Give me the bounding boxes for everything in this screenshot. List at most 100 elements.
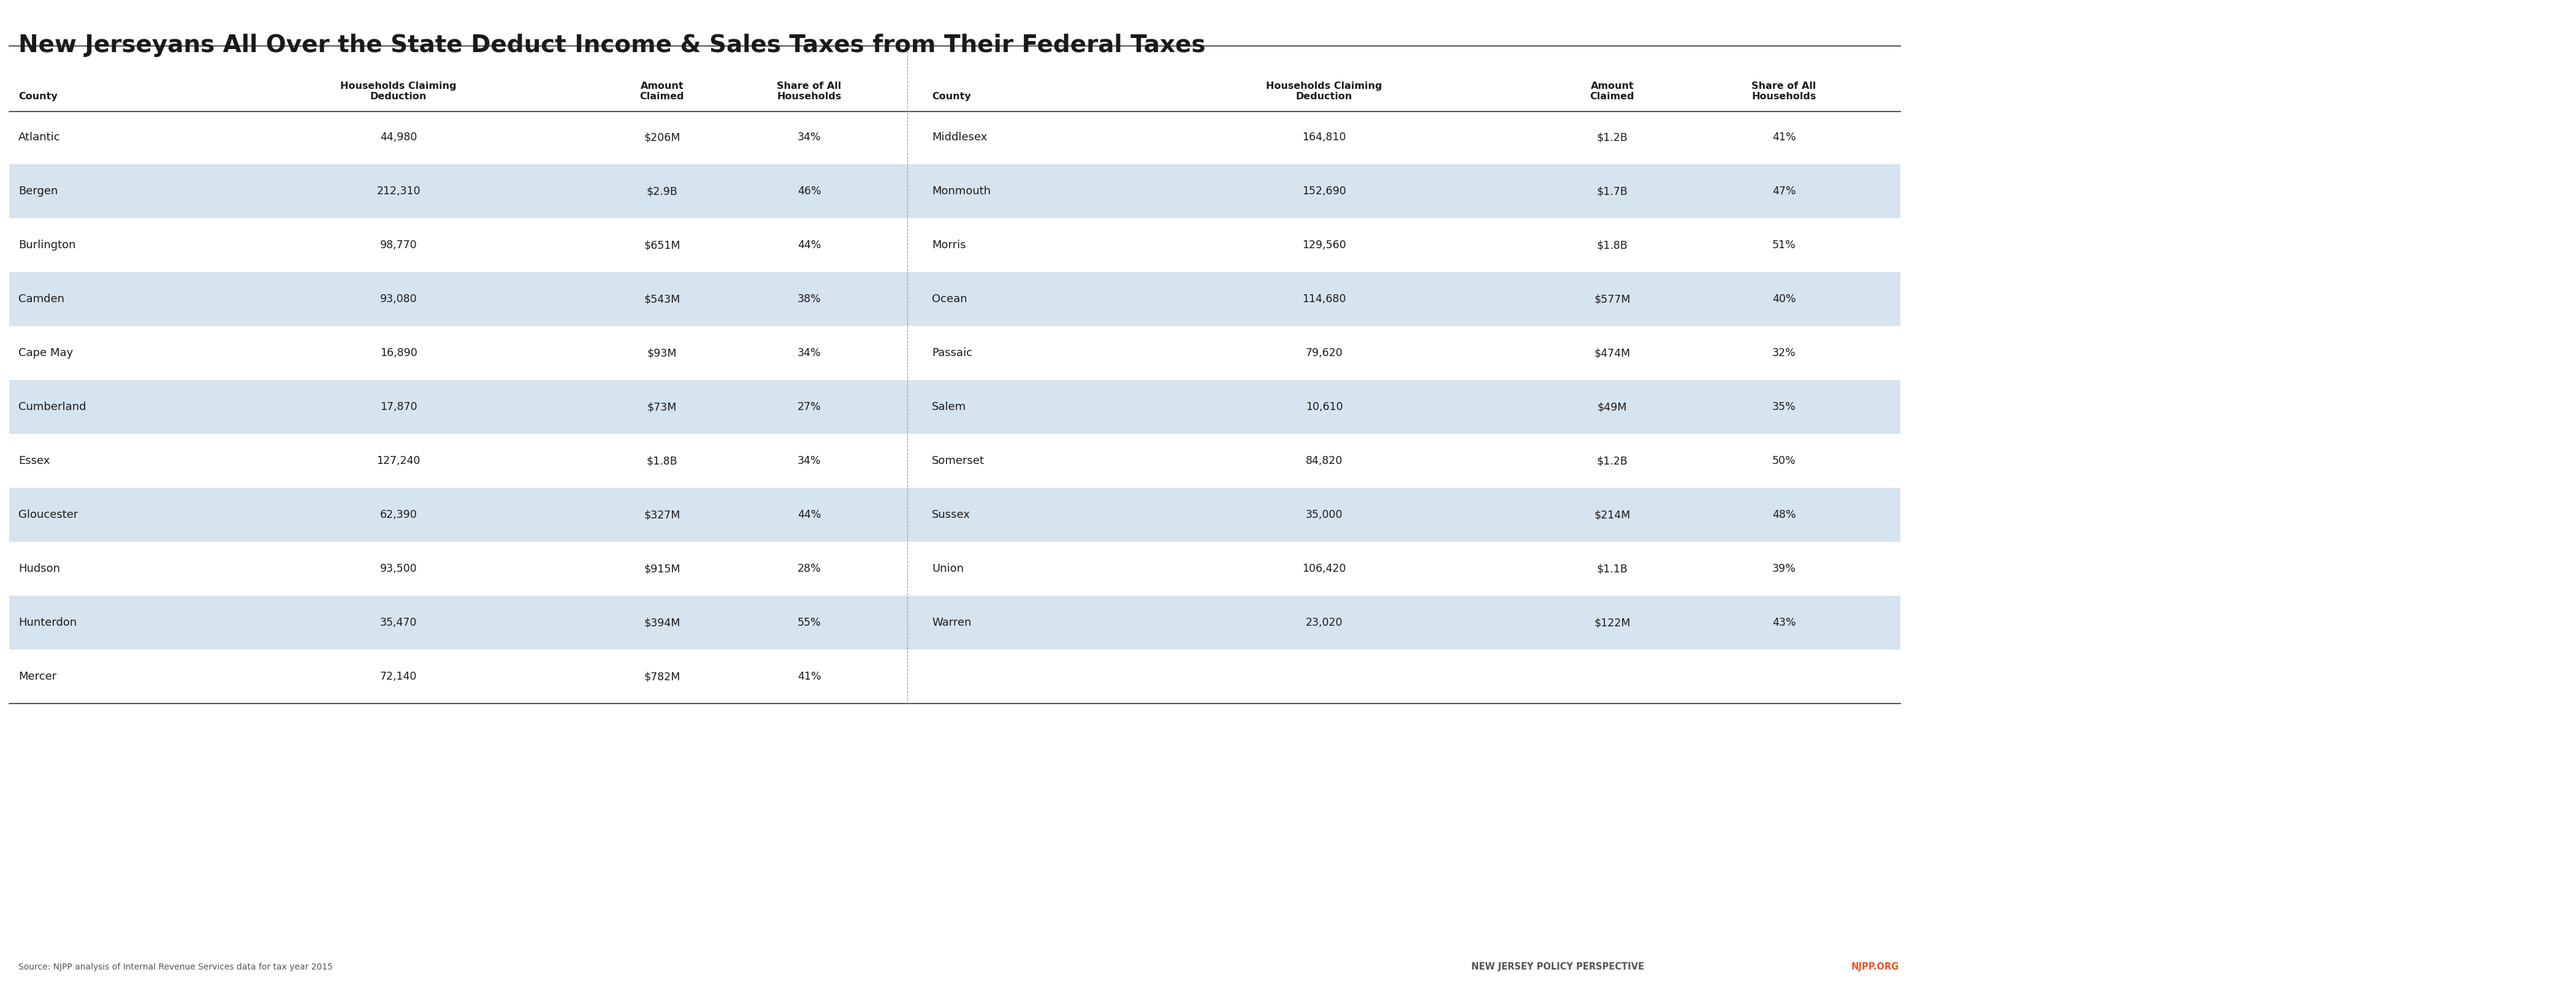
Text: Sussex: Sussex: [933, 509, 971, 520]
Text: 129,560: 129,560: [1303, 239, 1347, 250]
Text: 44,980: 44,980: [381, 131, 417, 143]
Text: NEW JERSEY POLICY PERSPECTIVE: NEW JERSEY POLICY PERSPECTIVE: [1471, 962, 1643, 971]
Text: 55%: 55%: [799, 617, 822, 628]
Text: 93,500: 93,500: [379, 563, 417, 574]
Text: 114,680: 114,680: [1303, 294, 1347, 305]
Text: Somerset: Somerset: [933, 455, 984, 466]
Text: $93M: $93M: [647, 348, 677, 359]
FancyBboxPatch shape: [10, 164, 907, 218]
Text: $122M: $122M: [1595, 617, 1631, 628]
Text: 44%: 44%: [799, 509, 822, 520]
Text: 50%: 50%: [1772, 455, 1795, 466]
Text: Share of All
Households: Share of All Households: [778, 81, 842, 101]
Text: Mercer: Mercer: [18, 671, 57, 682]
Text: 47%: 47%: [1772, 185, 1795, 196]
Text: $1.8B: $1.8B: [1597, 239, 1628, 250]
Text: 27%: 27%: [799, 402, 822, 413]
FancyBboxPatch shape: [10, 273, 907, 326]
Text: $49M: $49M: [1597, 402, 1628, 413]
Text: 212,310: 212,310: [376, 185, 420, 196]
FancyBboxPatch shape: [10, 380, 907, 434]
FancyBboxPatch shape: [907, 380, 1901, 434]
FancyBboxPatch shape: [10, 488, 907, 542]
Text: Morris: Morris: [933, 239, 966, 250]
Text: 43%: 43%: [1772, 617, 1795, 628]
Text: 62,390: 62,390: [379, 509, 417, 520]
Text: 34%: 34%: [799, 455, 822, 466]
Text: 44%: 44%: [799, 239, 822, 250]
Text: $651M: $651M: [644, 239, 680, 250]
Text: $782M: $782M: [644, 671, 680, 682]
Text: 34%: 34%: [799, 131, 822, 143]
Text: NJPP.ORG: NJPP.ORG: [1852, 962, 1899, 971]
FancyBboxPatch shape: [907, 164, 1901, 218]
Text: 40%: 40%: [1772, 294, 1795, 305]
Text: 28%: 28%: [799, 563, 822, 574]
Text: 79,620: 79,620: [1306, 348, 1342, 359]
Text: $214M: $214M: [1595, 509, 1631, 520]
Text: $1.2B: $1.2B: [1597, 131, 1628, 143]
Text: County: County: [18, 92, 57, 101]
Text: Households Claiming
Deduction: Households Claiming Deduction: [1265, 81, 1383, 101]
Text: $206M: $206M: [644, 131, 680, 143]
Text: Ocean: Ocean: [933, 294, 966, 305]
Text: Hunterdon: Hunterdon: [18, 617, 77, 628]
Text: 152,690: 152,690: [1303, 185, 1347, 196]
Text: 72,140: 72,140: [381, 671, 417, 682]
Text: 127,240: 127,240: [376, 455, 420, 466]
Text: 48%: 48%: [1772, 509, 1795, 520]
Text: $327M: $327M: [644, 509, 680, 520]
Text: $2.9B: $2.9B: [647, 185, 677, 196]
Text: Amount
Claimed: Amount Claimed: [1589, 81, 1636, 101]
Text: $73M: $73M: [647, 402, 677, 413]
FancyBboxPatch shape: [907, 273, 1901, 326]
Text: Union: Union: [933, 563, 963, 574]
Text: Passaic: Passaic: [933, 348, 971, 359]
Text: Middlesex: Middlesex: [933, 131, 987, 143]
Text: Warren: Warren: [933, 617, 971, 628]
FancyBboxPatch shape: [10, 595, 907, 649]
Text: 84,820: 84,820: [1306, 455, 1342, 466]
Text: Share of All
Households: Share of All Households: [1752, 81, 1816, 101]
Text: 17,870: 17,870: [379, 402, 417, 413]
Text: $1.7B: $1.7B: [1597, 185, 1628, 196]
Text: Camden: Camden: [18, 294, 64, 305]
Text: $543M: $543M: [644, 294, 680, 305]
Text: Burlington: Burlington: [18, 239, 75, 250]
Text: 41%: 41%: [1772, 131, 1795, 143]
Text: 98,770: 98,770: [379, 239, 417, 250]
Text: $915M: $915M: [644, 563, 680, 574]
Text: 38%: 38%: [799, 294, 822, 305]
Text: 32%: 32%: [1772, 348, 1795, 359]
Text: 35,000: 35,000: [1306, 509, 1342, 520]
Text: 46%: 46%: [799, 185, 822, 196]
Text: 51%: 51%: [1772, 239, 1795, 250]
Text: Households Claiming
Deduction: Households Claiming Deduction: [340, 81, 456, 101]
Text: 164,810: 164,810: [1303, 131, 1347, 143]
Text: 35%: 35%: [1772, 402, 1795, 413]
FancyBboxPatch shape: [907, 488, 1901, 542]
Text: $1.8B: $1.8B: [647, 455, 677, 466]
Text: County: County: [933, 92, 971, 101]
Text: 106,420: 106,420: [1303, 563, 1347, 574]
Text: 10,610: 10,610: [1306, 402, 1342, 413]
Text: Bergen: Bergen: [18, 185, 57, 196]
Text: $1.1B: $1.1B: [1597, 563, 1628, 574]
Text: Cape May: Cape May: [18, 348, 72, 359]
Text: Cumberland: Cumberland: [18, 402, 85, 413]
Text: $577M: $577M: [1595, 294, 1631, 305]
Text: Amount
Claimed: Amount Claimed: [639, 81, 685, 101]
FancyBboxPatch shape: [907, 595, 1901, 649]
Text: 39%: 39%: [1772, 563, 1795, 574]
Text: $1.2B: $1.2B: [1597, 455, 1628, 466]
Text: Salem: Salem: [933, 402, 966, 413]
Text: 41%: 41%: [799, 671, 822, 682]
Text: Essex: Essex: [18, 455, 49, 466]
Text: 93,080: 93,080: [379, 294, 417, 305]
Text: Source: NJPP analysis of Internal Revenue Services data for tax year 2015: Source: NJPP analysis of Internal Revenu…: [18, 963, 332, 971]
Text: Monmouth: Monmouth: [933, 185, 992, 196]
Text: $474M: $474M: [1595, 348, 1631, 359]
Text: New Jerseyans All Over the State Deduct Income & Sales Taxes from Their Federal : New Jerseyans All Over the State Deduct …: [18, 34, 1206, 57]
Text: $394M: $394M: [644, 617, 680, 628]
Text: Atlantic: Atlantic: [18, 131, 59, 143]
